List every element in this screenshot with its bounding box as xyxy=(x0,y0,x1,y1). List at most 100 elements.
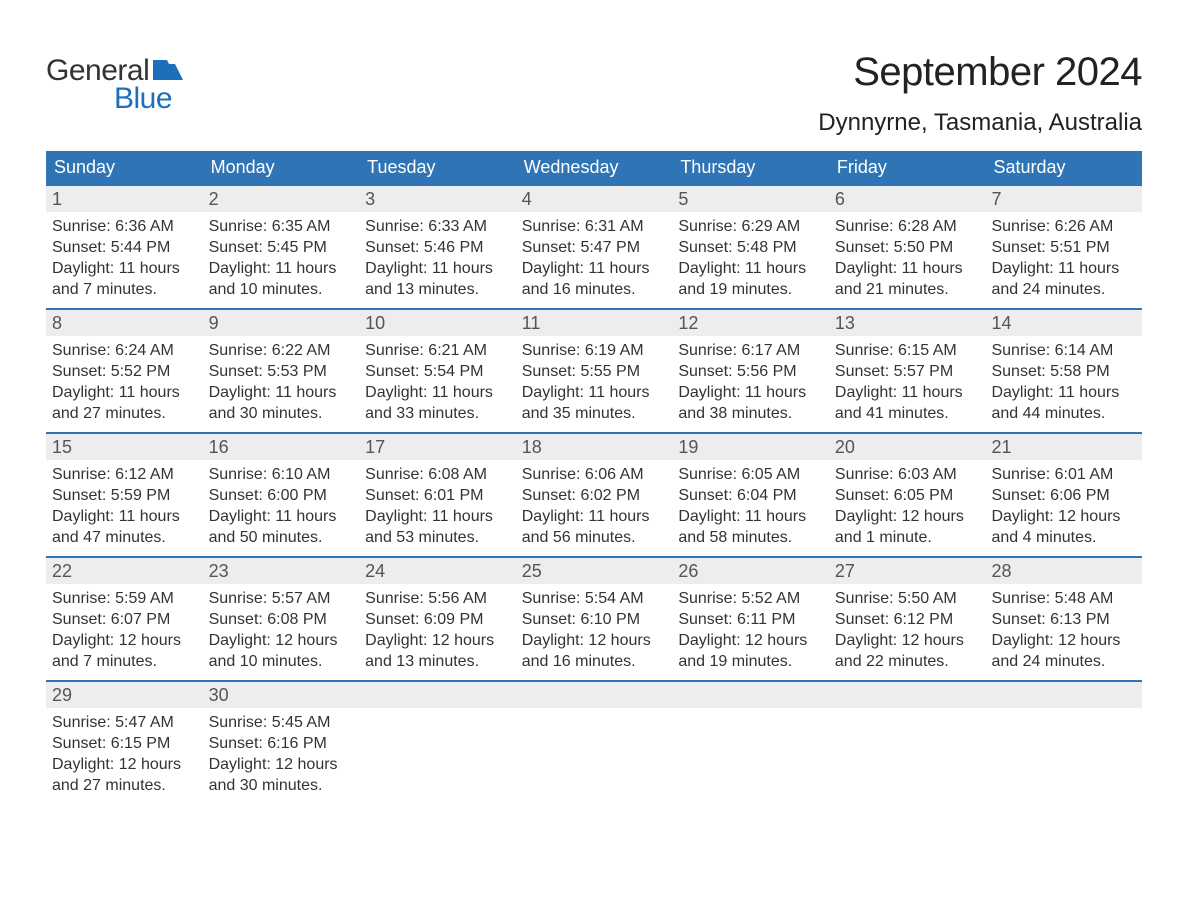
calendar-day: 27 Sunrise: 5:50 AMSunset: 6:12 PMDayligh… xyxy=(829,558,986,680)
sunrise-text: Sunrise: 6:24 AM xyxy=(52,340,197,361)
day-number: 27 xyxy=(829,558,986,584)
day-detail: Sunrise: 5:54 AMSunset: 6:10 PMDaylight:… xyxy=(516,584,673,678)
day-number: 16 xyxy=(203,434,360,460)
sunset-text: Sunset: 5:50 PM xyxy=(835,237,980,258)
calendar-day: 28Sunrise: 5:48 AMSunset: 6:13 PMDayligh… xyxy=(985,558,1142,680)
daylight-text: Daylight: 11 hours and 44 minutes. xyxy=(991,382,1136,424)
calendar-body: 1Sunrise: 6:36 AMSunset: 5:44 PMDaylight… xyxy=(46,186,1142,804)
day-detail: Sunrise: 5:48 AMSunset: 6:13 PMDaylight:… xyxy=(985,584,1142,678)
sunrise-text: Sunrise: 5:45 AM xyxy=(209,712,354,733)
sunrise-text: Sunrise: 6:28 AM xyxy=(835,216,980,237)
sunset-text: Sunset: 6:11 PM xyxy=(678,609,823,630)
sunset-text: Sunset: 6:00 PM xyxy=(209,485,354,506)
calendar-day xyxy=(829,682,986,804)
calendar-day xyxy=(672,682,829,804)
day-detail: Sunrise: 6:24 AMSunset: 5:52 PMDaylight:… xyxy=(46,336,203,430)
day-number: 26 xyxy=(672,558,829,584)
day-number: 7 xyxy=(985,186,1142,212)
daylight-text: Daylight: 11 hours and 27 minutes. xyxy=(52,382,197,424)
day-detail: Sunrise: 5:45 AMSunset: 6:16 PMDaylight:… xyxy=(203,708,360,802)
daylight-text: Daylight: 12 hours and 16 minutes. xyxy=(522,630,667,672)
calendar-day: 23Sunrise: 5:57 AMSunset: 6:08 PMDayligh… xyxy=(203,558,360,680)
calendar-day xyxy=(516,682,673,804)
day-detail: Sunrise: 6:35 AMSunset: 5:45 PMDaylight:… xyxy=(203,212,360,306)
sunset-text: Sunset: 5:56 PM xyxy=(678,361,823,382)
calendar-day: 30Sunrise: 5:45 AMSunset: 6:16 PMDayligh… xyxy=(203,682,360,804)
day-number: 13 xyxy=(829,310,986,336)
sunset-text: Sunset: 6:09 PM xyxy=(365,609,510,630)
page-title: September 2024 xyxy=(818,50,1142,95)
day-number: 4 xyxy=(516,186,673,212)
calendar-day: 25Sunrise: 5:54 AMSunset: 6:10 PMDayligh… xyxy=(516,558,673,680)
day-number: 24 xyxy=(359,558,516,584)
calendar-day: 6Sunrise: 6:28 AMSunset: 5:50 PMDaylight… xyxy=(829,186,986,308)
calendar-table: SundayMondayTuesdayWednesdayThursdayFrid… xyxy=(46,151,1142,804)
day-detail: Sunrise: 6:15 AMSunset: 5:57 PMDaylight:… xyxy=(829,336,986,430)
daylight-text: Daylight: 11 hours and 56 minutes. xyxy=(522,506,667,548)
sunrise-text: Sunrise: 6:12 AM xyxy=(52,464,197,485)
day-number: 15 xyxy=(46,434,203,460)
sunrise-text: Sunrise: 6:19 AM xyxy=(522,340,667,361)
day-detail: Sunrise: 6:03 AMSunset: 6:05 PMDaylight:… xyxy=(829,460,986,554)
day-number: 21 xyxy=(985,434,1142,460)
calendar-day: 9Sunrise: 6:22 AMSunset: 5:53 PMDaylight… xyxy=(203,310,360,432)
day-number: 9 xyxy=(203,310,360,336)
day-number: 6 xyxy=(829,186,986,212)
daylight-text: Daylight: 11 hours and 10 minutes. xyxy=(209,258,354,300)
daylight-text: Daylight: 11 hours and 35 minutes. xyxy=(522,382,667,424)
calendar-day xyxy=(985,682,1142,804)
daylight-text: Daylight: 11 hours and 16 minutes. xyxy=(522,258,667,300)
day-detail: Sunrise: 6:29 AMSunset: 5:48 PMDaylight:… xyxy=(672,212,829,306)
calendar-day: 22Sunrise: 5:59 AMSunset: 6:07 PMDayligh… xyxy=(46,558,203,680)
calendar-day: 8Sunrise: 6:24 AMSunset: 5:52 PMDaylight… xyxy=(46,310,203,432)
sunset-text: Sunset: 6:12 PM xyxy=(835,609,980,630)
day-detail: Sunrise: 5:52 AMSunset: 6:11 PMDaylight:… xyxy=(672,584,829,678)
title-block: September 2024 Dynnyrne, Tasmania, Austr… xyxy=(818,50,1142,137)
day-detail: Sunrise: 6:12 AMSunset: 5:59 PMDaylight:… xyxy=(46,460,203,554)
calendar-day: 16Sunrise: 6:10 AMSunset: 6:00 PMDayligh… xyxy=(203,434,360,556)
day-detail: Sunrise: 6:33 AMSunset: 5:46 PMDaylight:… xyxy=(359,212,516,306)
day-number: 3 xyxy=(359,186,516,212)
daylight-text: Daylight: 12 hours and 22 minutes. xyxy=(835,630,980,672)
calendar-day: 18Sunrise: 6:06 AMSunset: 6:02 PMDayligh… xyxy=(516,434,673,556)
day-number xyxy=(672,682,829,708)
sunrise-text: Sunrise: 6:17 AM xyxy=(678,340,823,361)
sunrise-text: Sunrise: 5:54 AM xyxy=(522,588,667,609)
sunrise-text: Sunrise: 6:33 AM xyxy=(365,216,510,237)
calendar-day: 29Sunrise: 5:47 AMSunset: 6:15 PMDayligh… xyxy=(46,682,203,804)
day-number: 20 xyxy=(829,434,986,460)
sunrise-text: Sunrise: 5:50 AM xyxy=(835,588,980,609)
sunset-text: Sunset: 5:57 PM xyxy=(835,361,980,382)
day-number: 11 xyxy=(516,310,673,336)
sunrise-text: Sunrise: 5:59 AM xyxy=(52,588,197,609)
calendar-week: 15Sunrise: 6:12 AMSunset: 5:59 PMDayligh… xyxy=(46,432,1142,556)
sunrise-text: Sunrise: 6:21 AM xyxy=(365,340,510,361)
day-number: 12 xyxy=(672,310,829,336)
sunrise-text: Sunrise: 6:15 AM xyxy=(835,340,980,361)
day-number: 29 xyxy=(46,682,203,708)
sunrise-text: Sunrise: 6:36 AM xyxy=(52,216,197,237)
weekday-header: Wednesday xyxy=(516,151,673,186)
day-number xyxy=(829,682,986,708)
day-number: 10 xyxy=(359,310,516,336)
daylight-text: Daylight: 11 hours and 19 minutes. xyxy=(678,258,823,300)
sunset-text: Sunset: 5:54 PM xyxy=(365,361,510,382)
day-detail: Sunrise: 6:19 AMSunset: 5:55 PMDaylight:… xyxy=(516,336,673,430)
sunrise-text: Sunrise: 5:57 AM xyxy=(209,588,354,609)
calendar-day: 20Sunrise: 6:03 AMSunset: 6:05 PMDayligh… xyxy=(829,434,986,556)
calendar-day: 14Sunrise: 6:14 AMSunset: 5:58 PMDayligh… xyxy=(985,310,1142,432)
day-number: 8 xyxy=(46,310,203,336)
sunset-text: Sunset: 6:07 PM xyxy=(52,609,197,630)
sunset-text: Sunset: 5:51 PM xyxy=(991,237,1136,258)
sunrise-text: Sunrise: 6:08 AM xyxy=(365,464,510,485)
weekday-header: Saturday xyxy=(985,151,1142,186)
daylight-text: Daylight: 12 hours and 10 minutes. xyxy=(209,630,354,672)
day-detail: Sunrise: 6:21 AMSunset: 5:54 PMDaylight:… xyxy=(359,336,516,430)
calendar-day: 10Sunrise: 6:21 AMSunset: 5:54 PMDayligh… xyxy=(359,310,516,432)
daylight-text: Daylight: 12 hours and 4 minutes. xyxy=(991,506,1136,548)
sunrise-text: Sunrise: 6:35 AM xyxy=(209,216,354,237)
sunrise-text: Sunrise: 5:48 AM xyxy=(991,588,1136,609)
daylight-text: Daylight: 11 hours and 38 minutes. xyxy=(678,382,823,424)
day-detail: Sunrise: 6:05 AMSunset: 6:04 PMDaylight:… xyxy=(672,460,829,554)
day-number: 19 xyxy=(672,434,829,460)
